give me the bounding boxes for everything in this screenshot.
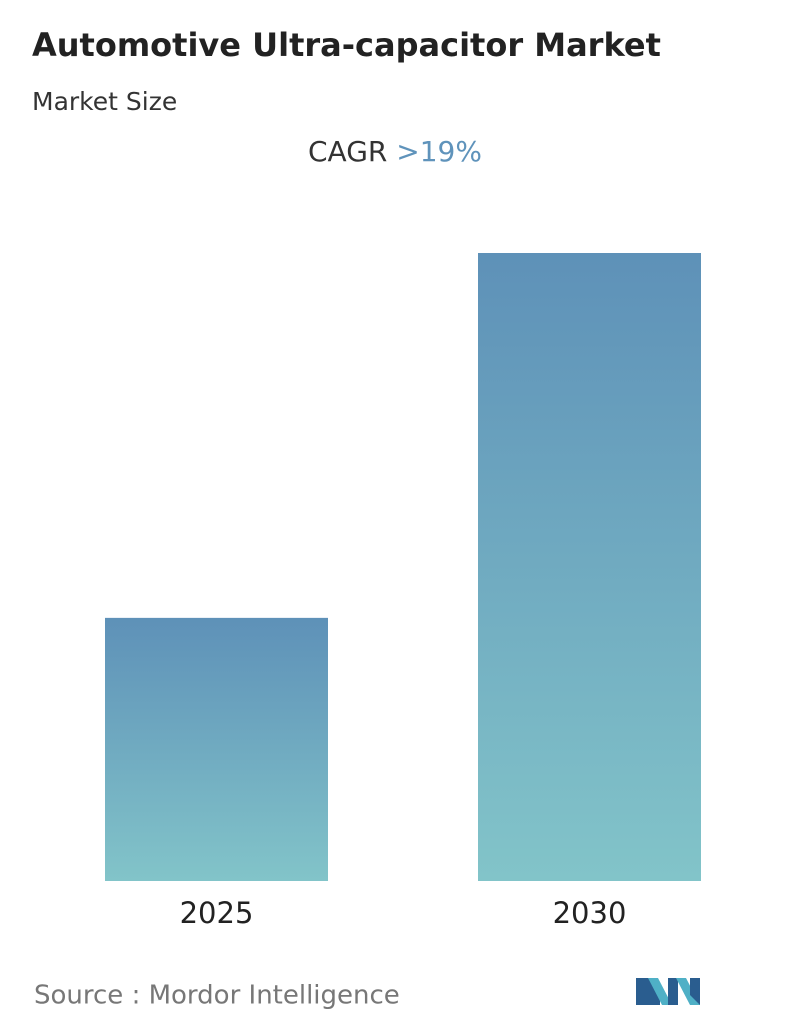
x-tick-label: 2030	[553, 896, 627, 930]
cagr-value: >19%	[396, 135, 482, 168]
chart-subtitle: Market Size	[32, 87, 177, 116]
bar	[105, 617, 328, 881]
cagr-label: CAGR	[308, 135, 387, 168]
logo	[636, 978, 700, 1005]
bar	[478, 253, 701, 881]
chart-title: Automotive Ultra-capacitor Market	[32, 26, 661, 64]
x-tick-label: 2025	[180, 896, 254, 930]
cagr: CAGR >19%	[308, 135, 482, 168]
source: Source : Mordor Intelligence	[34, 981, 400, 1011]
